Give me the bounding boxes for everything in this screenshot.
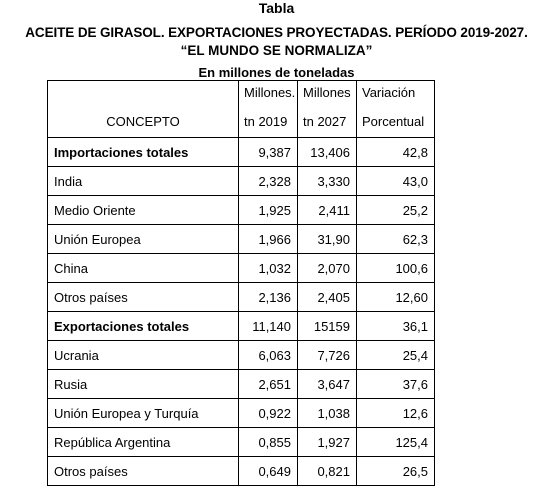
table-row: China 1,032 2,070 100,6 (47, 253, 435, 283)
table-caption: Tabla (258, 0, 295, 16)
header-2019-bottom: tn 2019 (244, 114, 288, 129)
header-2019-top: Millones. (244, 85, 296, 100)
cell-concepto: Unión Europea y Turquía (47, 398, 239, 428)
cell-variacion: 100,6 (356, 253, 435, 283)
cell-2027: 2,070 (297, 253, 357, 283)
cell-2027: 15159 (297, 311, 357, 341)
table-row: Unión Europea 1,966 31,90 62,3 (47, 224, 435, 254)
cell-2019: 0,649 (238, 456, 298, 486)
table-row: Otros países 0,649 0,821 26,5 (47, 456, 435, 486)
table-row: Medio Oriente 1,925 2,411 25,2 (47, 195, 435, 225)
cell-2027: 1,038 (297, 398, 357, 428)
cell-variacion: 43,0 (356, 166, 435, 196)
header-2027-bottom: tn 2027 (303, 114, 347, 129)
cell-2027: 3,330 (297, 166, 357, 196)
header-2027-top: Millones (303, 85, 351, 100)
cell-2027: 2,405 (297, 282, 357, 312)
cell-concepto: Exportaciones totales (47, 311, 239, 341)
header-variacion-top: Variación (362, 85, 416, 100)
table-row: Unión Europea y Turquía 0,922 1,038 12,6 (47, 398, 435, 428)
cell-2019: 1,966 (238, 224, 298, 254)
header-variacion: Variación Porcentual (356, 80, 435, 138)
header-2019: Millones. tn 2019 (238, 80, 298, 138)
cell-2019: 2,651 (238, 369, 298, 399)
cell-concepto: Rusia (47, 369, 239, 399)
cell-2019: 11,140 (238, 311, 298, 341)
cell-2027: 0,821 (297, 456, 357, 486)
cell-variacion: 36,1 (356, 311, 435, 341)
cell-2019: 0,922 (238, 398, 298, 428)
cell-variacion: 12,6 (356, 398, 435, 428)
cell-2019: 9,387 (238, 137, 298, 167)
document-subtitle: “EL MUNDO SE NORMALIZA” (180, 43, 373, 58)
header-variacion-bottom: Porcentual (362, 114, 425, 129)
cell-concepto: Medio Oriente (47, 195, 239, 225)
cell-2019: 1,925 (238, 195, 298, 225)
cell-variacion: 25,2 (356, 195, 435, 225)
table-row: Exportaciones totales 11,140 15159 36,1 (47, 311, 435, 341)
table-row: Importaciones totales 9,387 13,406 42,8 (47, 137, 435, 167)
header-concepto: CONCEPTO (47, 80, 239, 138)
cell-concepto: Otros países (47, 282, 239, 312)
cell-2019: 2,136 (238, 282, 298, 312)
table-row: Rusia 2,651 3,647 37,6 (47, 369, 435, 399)
cell-2027: 13,406 (297, 137, 357, 167)
cell-2027: 3,647 (297, 369, 357, 399)
units-note: En millones de toneladas (198, 65, 355, 80)
header-concepto-label: CONCEPTO (106, 114, 180, 129)
cell-variacion: 25,4 (356, 340, 435, 370)
cell-2027: 1,927 (297, 427, 357, 457)
cell-variacion: 125,4 (356, 427, 435, 457)
data-table: CONCEPTO Millones. tn 2019 Millones tn 2… (47, 80, 435, 486)
cell-2019: 6,063 (238, 340, 298, 370)
header-2027: Millones tn 2027 (297, 80, 357, 138)
cell-2027: 2,411 (297, 195, 357, 225)
table-row: Otros países 2,136 2,405 12,60 (47, 282, 435, 312)
cell-variacion: 42,8 (356, 137, 435, 167)
cell-variacion: 26,5 (356, 456, 435, 486)
document-title: ACEITE DE GIRASOL. EXPORTACIONES PROYECT… (25, 25, 528, 40)
cell-concepto: Otros países (47, 456, 239, 486)
cell-concepto: Unión Europea (47, 224, 239, 254)
cell-variacion: 62,3 (356, 224, 435, 254)
cell-concepto: India (47, 166, 239, 196)
cell-2019: 0,855 (238, 427, 298, 457)
cell-2019: 2,328 (238, 166, 298, 196)
cell-concepto: Importaciones totales (47, 137, 239, 167)
cell-concepto: República Argentina (47, 427, 239, 457)
table-row: Ucrania 6,063 7,726 25,4 (47, 340, 435, 370)
cell-concepto: China (47, 253, 239, 283)
cell-2027: 31,90 (297, 224, 357, 254)
table-row: República Argentina 0,855 1,927 125,4 (47, 427, 435, 457)
cell-variacion: 37,6 (356, 369, 435, 399)
table-header-row: CONCEPTO Millones. tn 2019 Millones tn 2… (47, 80, 435, 138)
cell-2019: 1,032 (238, 253, 298, 283)
cell-variacion: 12,60 (356, 282, 435, 312)
cell-concepto: Ucrania (47, 340, 239, 370)
cell-2027: 7,726 (297, 340, 357, 370)
table-row: India 2,328 3,330 43,0 (47, 166, 435, 196)
